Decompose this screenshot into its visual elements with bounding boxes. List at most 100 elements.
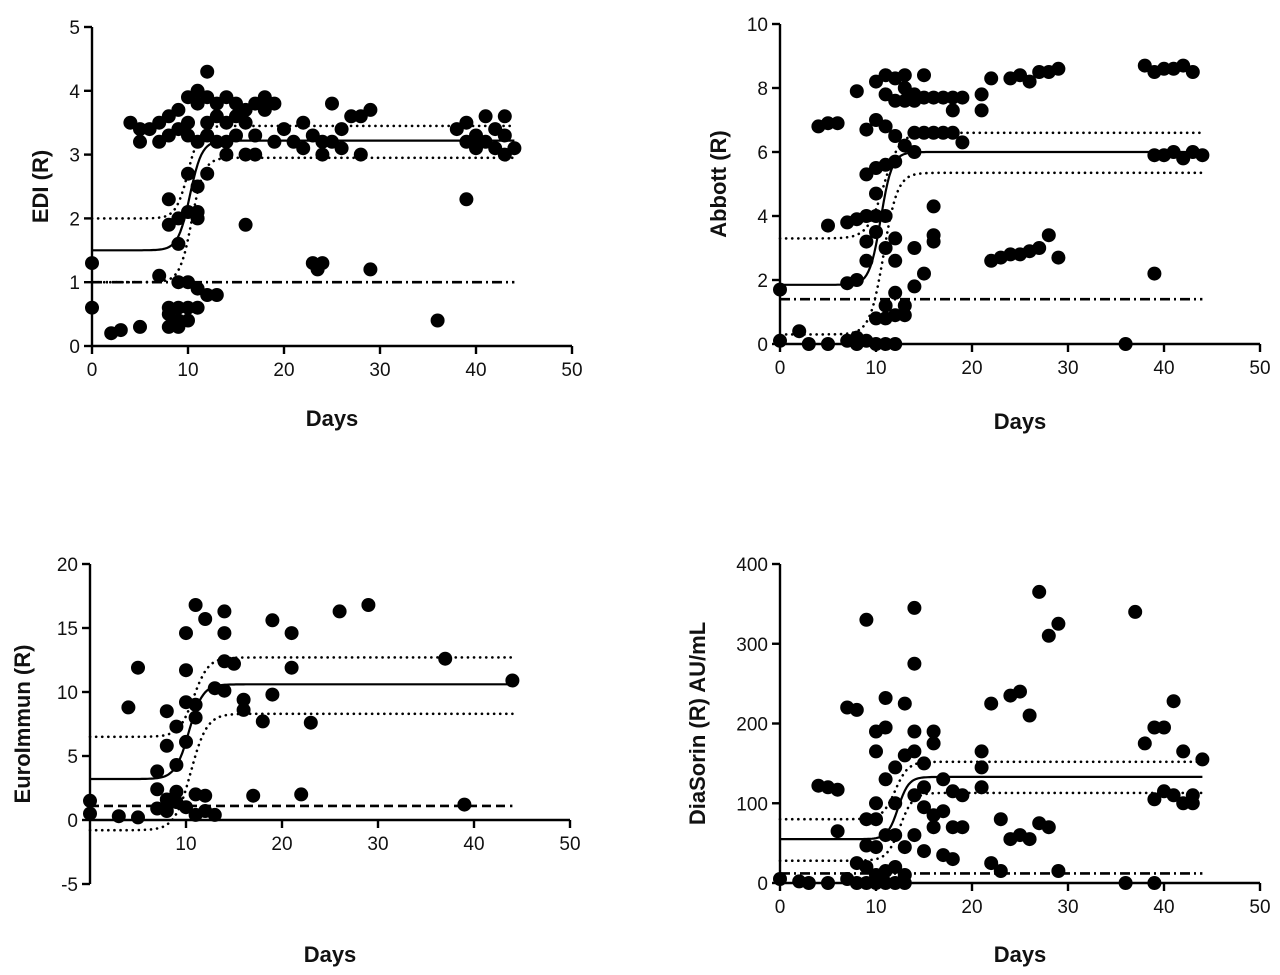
panel-edi: 0 10 20 30 40 50 0 1 2 3 4 5 Days EDI (R) [28,18,583,431]
x-tick-label: 30 [1057,897,1078,918]
data-point [171,300,186,315]
data-point [926,724,941,739]
data-point [229,128,243,143]
data-point [821,337,835,351]
data-point [917,125,931,140]
data-point [1041,228,1056,243]
data-point [955,135,970,150]
data-point [974,103,989,118]
data-point [926,199,941,214]
data-point [907,279,922,294]
data-point [869,876,883,890]
data-point [888,154,903,169]
data-point [993,812,1008,827]
y-tick-label: 5 [67,747,78,768]
data-point [363,262,378,277]
data-point [869,225,883,239]
data-point [111,809,126,824]
data-point [945,103,960,118]
data-point [849,876,864,890]
data-point [478,109,493,124]
y-tick-label: -5 [61,875,78,896]
data-point [830,824,845,839]
data-point [161,192,176,207]
data-point [878,209,893,223]
data-point [303,715,318,730]
data-point [888,308,903,323]
y-tick-label: 10 [747,15,768,36]
data-point [945,90,960,105]
data-point [974,744,989,759]
x-tick-label: 20 [961,897,982,918]
ci-upper-band [88,656,514,739]
data-point [859,234,874,249]
data-point [917,780,931,795]
data-point [945,852,960,867]
data-point [267,96,282,111]
data-point [1118,876,1133,890]
y-tick-label: 10 [57,683,78,704]
y-tick-label: 6 [757,143,768,164]
y-tick-label: 15 [57,619,78,640]
data-point [459,192,474,207]
data-point [888,253,903,268]
data-point [207,807,222,822]
data-point [344,109,359,124]
data-point [859,876,874,890]
data-point [888,231,903,246]
x-tick-label: 0 [775,358,786,379]
data-point [869,744,883,759]
data-point [1022,708,1037,723]
data-point [505,673,520,688]
data-point [332,604,347,619]
data-point [325,96,339,111]
data-point [907,828,922,843]
x-axis-title: Days [994,409,1047,434]
data-point [188,710,203,725]
data-point [907,788,922,803]
x-tick-label: 40 [463,834,484,855]
data-point [878,720,893,735]
data-point [1051,250,1066,265]
data-point [897,68,912,83]
data-point [859,612,874,627]
data-point [907,724,922,739]
data-point [936,125,951,140]
data-point [1147,148,1162,163]
data-point [821,218,835,233]
fit-curve [780,775,1203,841]
data-point [974,87,989,102]
data-point [888,828,903,843]
data-point [878,772,893,787]
data-point [878,876,893,890]
data-point [1147,792,1162,807]
x-tick-label: 20 [961,358,982,379]
data-point [878,241,893,255]
panel-abbott: 0 10 20 30 40 50 0 2 4 6 8 10 Days Abbott (R) [706,15,1271,434]
data-point [188,697,203,712]
data-point [888,285,903,300]
data-point [133,319,147,334]
data-point [181,115,195,130]
y-tick-label: 0 [69,337,80,358]
x-axis-title: Days [994,942,1047,967]
data-point [121,700,136,715]
data-point [801,876,816,890]
data-point [200,64,215,79]
x-tick-label: 50 [1249,358,1270,379]
data-point [888,93,903,108]
y-tick-label: 20 [57,555,78,576]
data-point [284,626,299,641]
data-point [169,719,184,734]
panel-euroimmun: 10 20 30 40 50 -5 0 5 10 15 20 Days EuroImmun (R) [10,555,581,967]
data-point [171,275,186,290]
data-point [926,90,941,105]
data-point [430,313,445,328]
data-point [869,186,883,201]
data-point [133,122,147,137]
data-point [878,337,893,351]
data-point [1051,864,1066,878]
data-point [334,141,349,156]
data-point [190,179,205,194]
data-point [181,313,195,328]
